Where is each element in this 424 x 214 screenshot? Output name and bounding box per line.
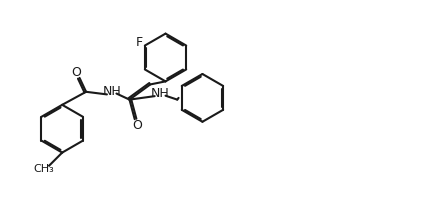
Text: O: O	[71, 66, 81, 79]
Text: CH₃: CH₃	[33, 164, 54, 174]
Text: F: F	[136, 36, 143, 49]
Text: NH: NH	[103, 85, 122, 98]
Text: NH: NH	[151, 88, 170, 100]
Text: O: O	[132, 119, 142, 132]
